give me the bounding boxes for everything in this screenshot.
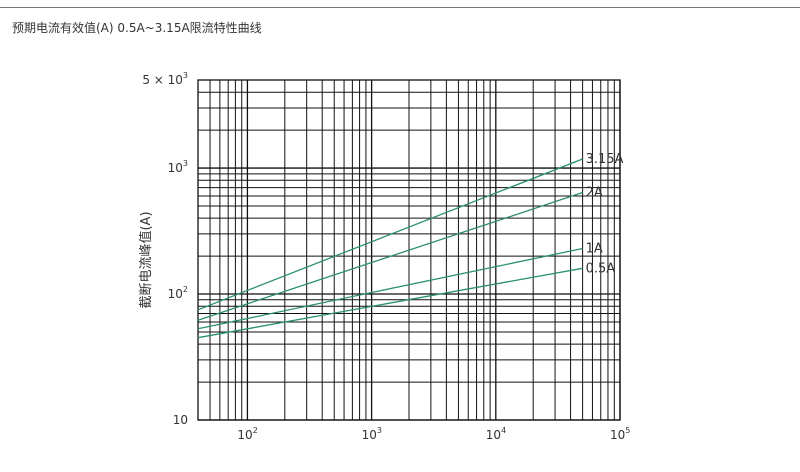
series-line-1A — [197, 247, 583, 330]
series-label: 3.15A — [586, 152, 624, 167]
curve-layer — [197, 158, 583, 339]
y-tick-label: 103 — [168, 159, 188, 175]
series-line-0_5A — [197, 267, 583, 339]
y-tick-label: 102 — [168, 285, 188, 301]
x-tick-label: 103 — [362, 426, 382, 442]
series-label: 0.5A — [586, 261, 616, 276]
x-tick-label: 102 — [237, 426, 257, 442]
plot-frame — [197, 79, 621, 421]
x-tick-label: 104 — [486, 426, 506, 442]
y-axis-label: 截断电流峰值(A) — [138, 211, 154, 308]
page-title: 预期电流有效值(A) 0.5A~3.15A限流特性曲线 — [12, 21, 262, 35]
y-tick-label: 5 × 103 — [142, 71, 188, 87]
label-layer: 3.15A 2A 1A 0.5A 102 103 104 105 10 102 103 5 × 103… — [138, 71, 630, 442]
grid-layer — [197, 79, 621, 421]
top-rule — [0, 7, 800, 8]
series-line-2A — [197, 191, 583, 321]
x-tick-label: 105 — [610, 426, 630, 442]
y-tick-label: 10 — [173, 413, 188, 427]
series-line-3_15A — [197, 158, 583, 311]
series-label: 2A — [586, 185, 603, 200]
series-label: 1A — [586, 241, 603, 256]
